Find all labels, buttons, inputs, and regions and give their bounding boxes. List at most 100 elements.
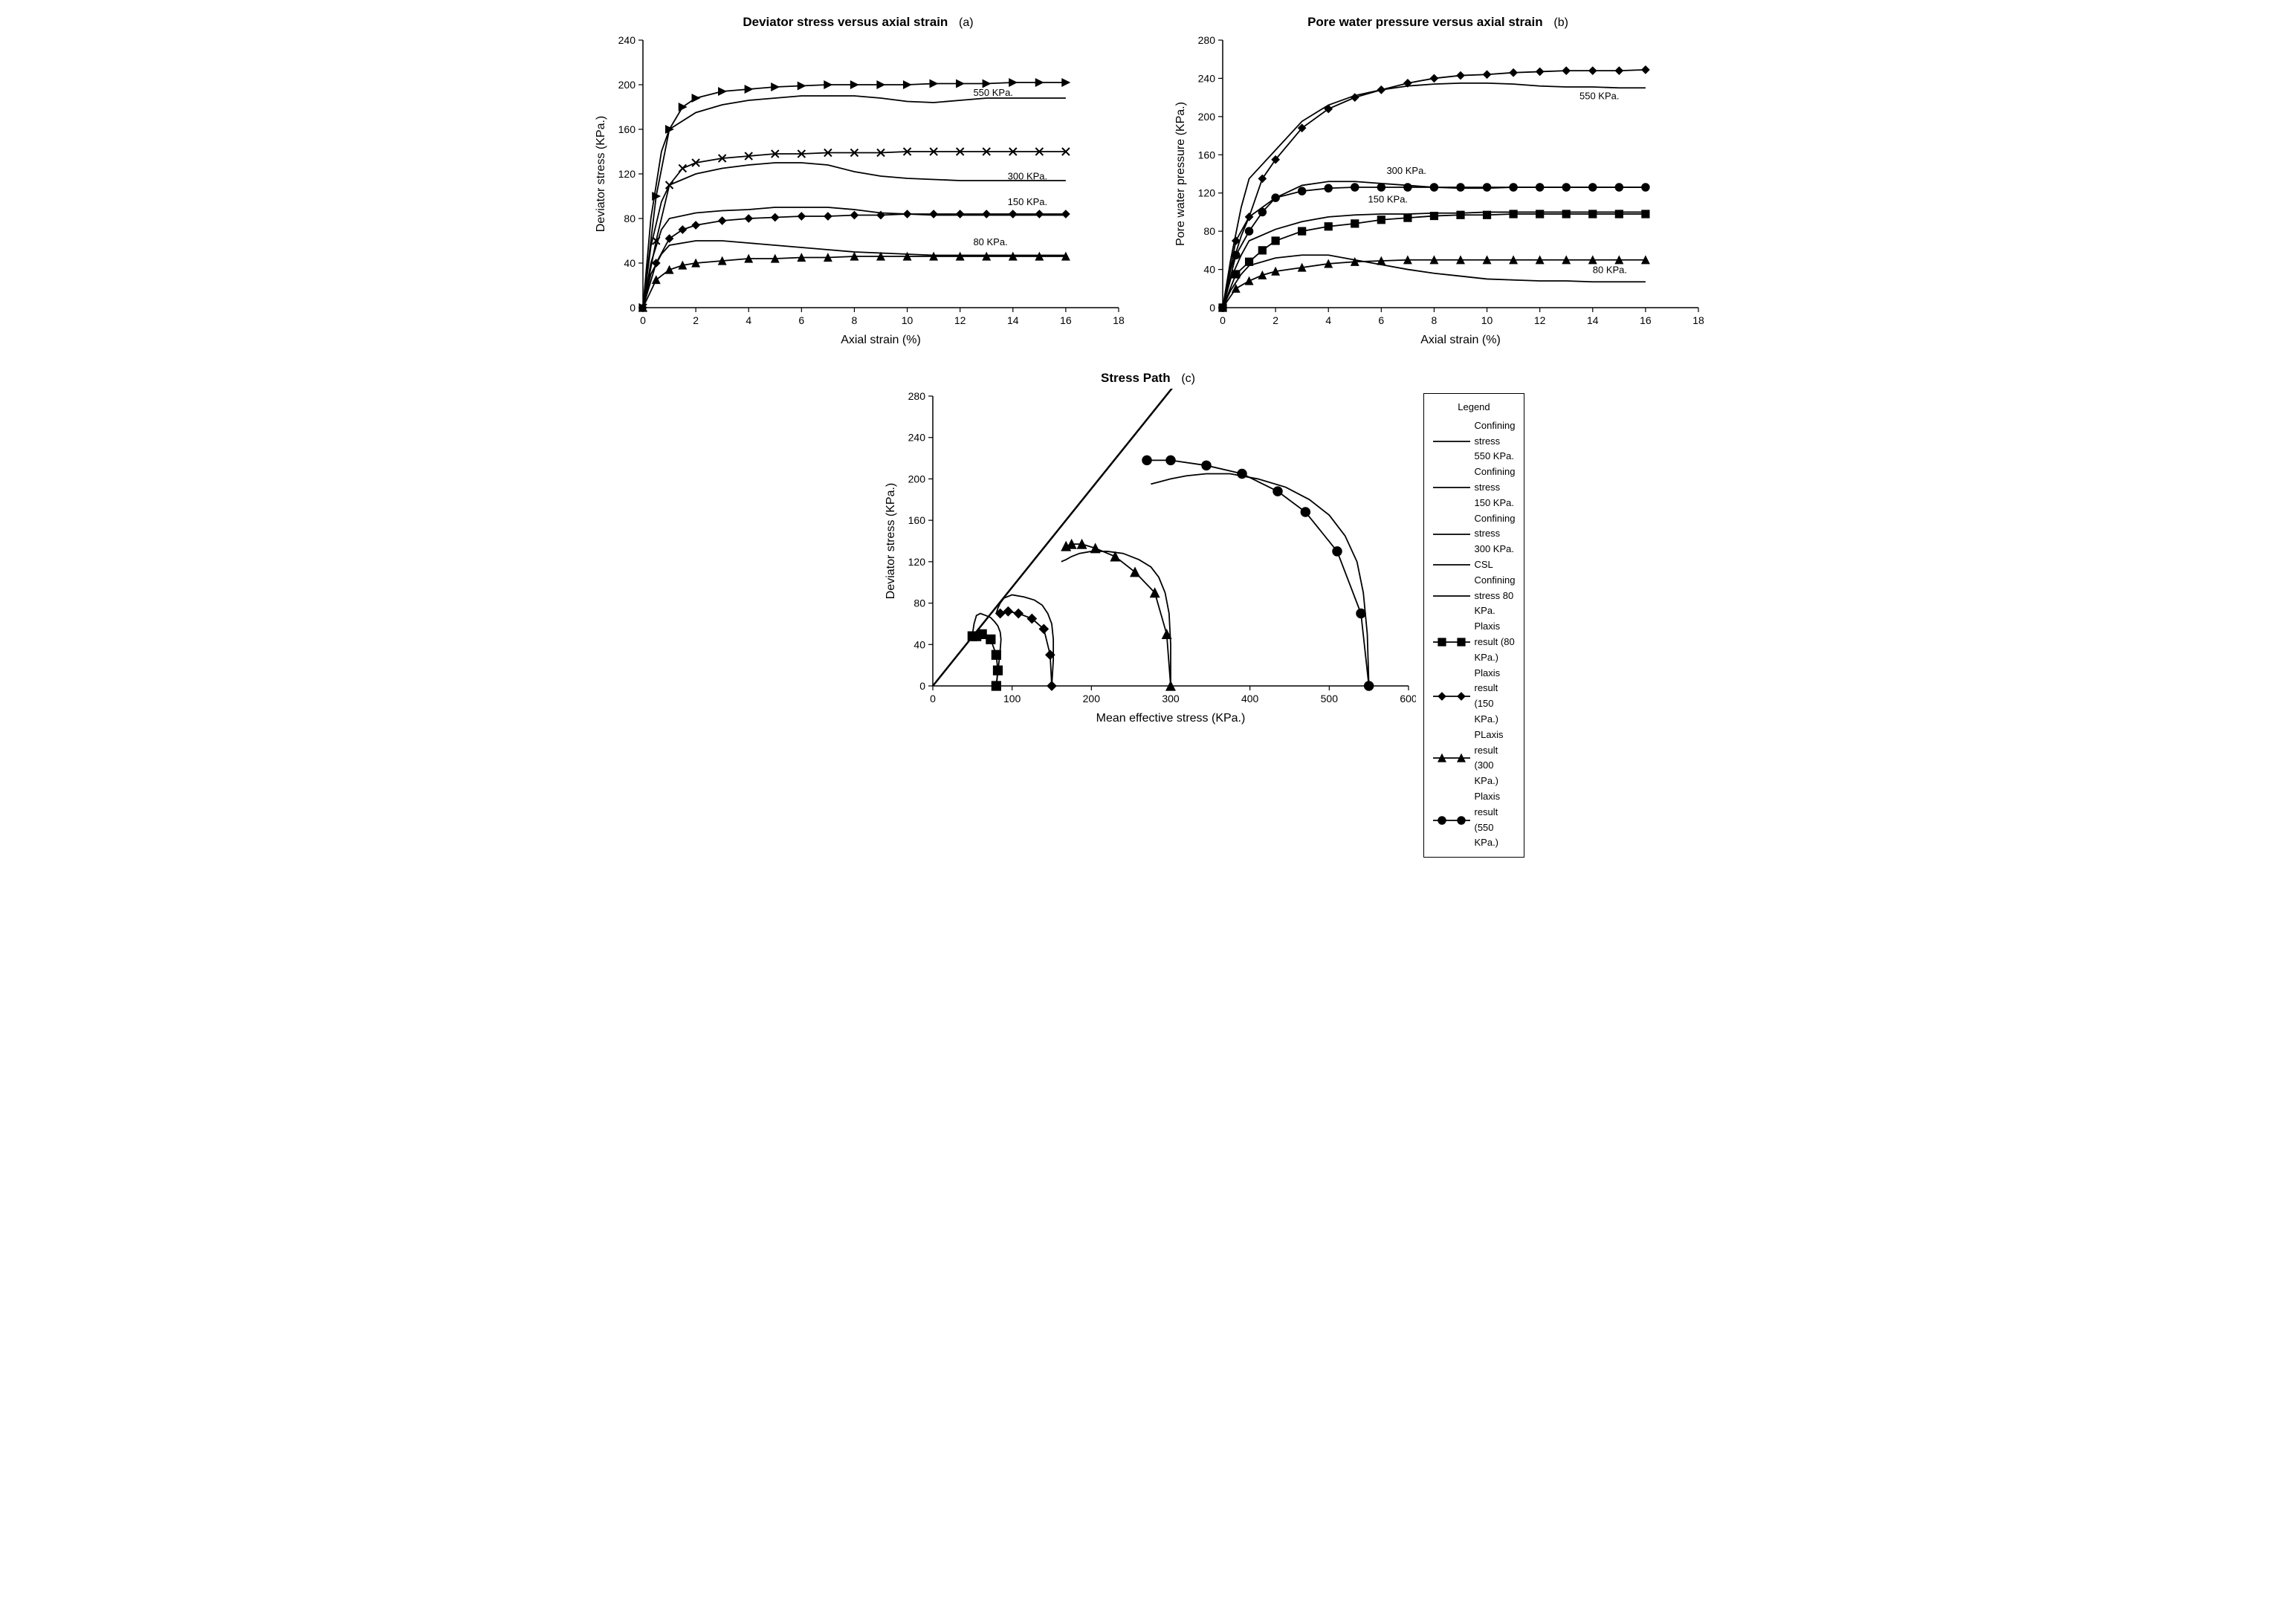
panel-c: Stress Path (c) 0 100 200 300 400 500 600 0 40 80…: [881, 371, 1416, 734]
legend-label: Plaxis result (550 KPa.): [1475, 789, 1516, 851]
legend-label: PLaxis result (300 KPa.): [1475, 728, 1516, 789]
svg-text:Axial strain (%): Axial strain (%): [841, 334, 921, 346]
legend-row: Plaxis result (550 KPa.): [1433, 789, 1516, 851]
legend-sample: [1433, 436, 1470, 447]
bottom-row: Stress Path (c) 0 100 200 300 400 500 600 0 40 80…: [591, 371, 1706, 734]
svg-text:150 KPa.: 150 KPa.: [1007, 196, 1047, 207]
legend-row: Confining stress 300 KPa.: [1433, 511, 1516, 557]
legend-sample: [1433, 560, 1470, 570]
legend-label: Confining stress 80 KPa.: [1475, 573, 1516, 619]
panel-b-title: Pore water pressure versus axial strain …: [1171, 15, 1706, 30]
svg-text:300 KPa.: 300 KPa.: [1007, 171, 1047, 182]
panel-b-tag: (b): [1553, 16, 1568, 29]
legend-row: CSL: [1433, 557, 1516, 573]
svg-text:80 KPa.: 80 KPa.: [1592, 265, 1626, 276]
svg-text:0: 0: [640, 314, 646, 326]
legend-label: Plaxis result (150 KPa.): [1475, 666, 1516, 728]
legend-label: Confining stress 300 KPa.: [1475, 511, 1516, 557]
svg-text:80: 80: [624, 213, 636, 224]
svg-text:600: 600: [1400, 693, 1416, 704]
svg-text:160: 160: [908, 514, 925, 526]
svg-text:Deviator stress (KPa.): Deviator stress (KPa.): [885, 483, 897, 599]
svg-text:6: 6: [1378, 314, 1384, 326]
svg-text:200: 200: [1197, 111, 1215, 123]
svg-text:550 KPa.: 550 KPa.: [973, 87, 1013, 98]
svg-text:40: 40: [913, 638, 925, 650]
chart-b-svg: 02468101214161804080120160200240280Axial…: [1171, 33, 1706, 352]
svg-text:0: 0: [1209, 302, 1215, 314]
panel-c-tag: (c): [1181, 372, 1195, 385]
legend-label: CSL: [1475, 557, 1493, 573]
svg-text:14: 14: [1006, 314, 1018, 326]
legend-sample: [1433, 691, 1470, 702]
svg-text:4: 4: [1325, 314, 1331, 326]
svg-text:160: 160: [1197, 149, 1215, 161]
legend-sample: [1433, 753, 1470, 763]
panel-c-title: Stress Path (c): [881, 371, 1416, 386]
svg-text:120: 120: [908, 556, 925, 568]
svg-text:300: 300: [1162, 693, 1180, 704]
legend-row: Confining stress 80 KPa.: [1433, 573, 1516, 619]
chart-c-svg: 010020030040050060004080120160200240280M…: [881, 389, 1416, 731]
svg-text:100: 100: [1003, 693, 1021, 704]
legend-label: Confining stress 150 KPa.: [1475, 464, 1516, 511]
panel-a-title: Deviator stress versus axial strain (a): [591, 15, 1126, 30]
svg-text:240: 240: [1197, 72, 1215, 84]
legend-sample: [1433, 529, 1470, 540]
svg-text:0: 0: [919, 680, 925, 692]
legend-sample: [1433, 637, 1470, 647]
figure-container: Deviator stress versus axial strain (a) …: [591, 15, 1706, 734]
svg-text:16: 16: [1640, 314, 1652, 326]
svg-text:40: 40: [624, 257, 636, 269]
svg-text:0: 0: [930, 693, 936, 704]
svg-text:14: 14: [1586, 314, 1598, 326]
svg-text:80 KPa.: 80 KPa.: [973, 236, 1007, 247]
legend-title: Legend: [1433, 400, 1516, 415]
svg-text:80: 80: [1203, 225, 1215, 237]
svg-text:200: 200: [908, 473, 925, 485]
panel-b-title-text: Pore water pressure versus axial strain: [1307, 15, 1543, 29]
svg-text:2: 2: [1272, 314, 1278, 326]
panel-c-title-text: Stress Path: [1101, 371, 1171, 385]
svg-text:2: 2: [693, 314, 699, 326]
svg-text:80: 80: [913, 597, 925, 609]
svg-text:40: 40: [1203, 264, 1215, 276]
svg-text:0: 0: [1220, 314, 1226, 326]
svg-text:Mean effective stress (KPa.): Mean effective stress (KPa.): [1096, 712, 1245, 725]
legend-label: Confining stress 550 KPa.: [1475, 418, 1516, 464]
svg-text:550 KPa.: 550 KPa.: [1579, 91, 1620, 102]
chart-a-svg: 02468101214161804080120160200240Axial st…: [591, 33, 1126, 352]
panel-b: Pore water pressure versus axial strain …: [1171, 15, 1706, 356]
legend-label: Plaxis result (80 KPa.): [1475, 619, 1516, 665]
svg-text:400: 400: [1241, 693, 1258, 704]
svg-text:10: 10: [901, 314, 913, 326]
svg-text:12: 12: [1533, 314, 1545, 326]
svg-text:18: 18: [1692, 314, 1704, 326]
svg-text:Pore water pressure (KPa.): Pore water pressure (KPa.): [1174, 102, 1187, 246]
legend-row: Plaxis result (150 KPa.): [1433, 666, 1516, 728]
svg-text:0: 0: [630, 302, 636, 314]
legend-sample: [1433, 815, 1470, 826]
svg-text:10: 10: [1481, 314, 1493, 326]
panel-a: Deviator stress versus axial strain (a) …: [591, 15, 1126, 356]
svg-text:280: 280: [908, 390, 925, 402]
svg-text:18: 18: [1113, 314, 1125, 326]
svg-text:120: 120: [618, 168, 636, 180]
svg-text:240: 240: [908, 432, 925, 444]
svg-text:6: 6: [798, 314, 804, 326]
legend-row: Confining stress 150 KPa.: [1433, 464, 1516, 511]
svg-text:4: 4: [746, 314, 751, 326]
top-row: Deviator stress versus axial strain (a) …: [591, 15, 1706, 356]
svg-text:240: 240: [618, 34, 636, 46]
svg-text:500: 500: [1320, 693, 1338, 704]
svg-text:8: 8: [851, 314, 857, 326]
svg-text:12: 12: [954, 314, 966, 326]
svg-text:150 KPa.: 150 KPa.: [1368, 194, 1408, 205]
legend-sample: [1433, 591, 1470, 601]
svg-text:160: 160: [618, 123, 636, 135]
legend-box: Legend Confining stress 550 KPa.Confinin…: [1423, 393, 1525, 858]
legend-row: Plaxis result (80 KPa.): [1433, 619, 1516, 665]
svg-text:200: 200: [618, 79, 636, 91]
svg-text:120: 120: [1197, 187, 1215, 199]
svg-text:8: 8: [1431, 314, 1437, 326]
